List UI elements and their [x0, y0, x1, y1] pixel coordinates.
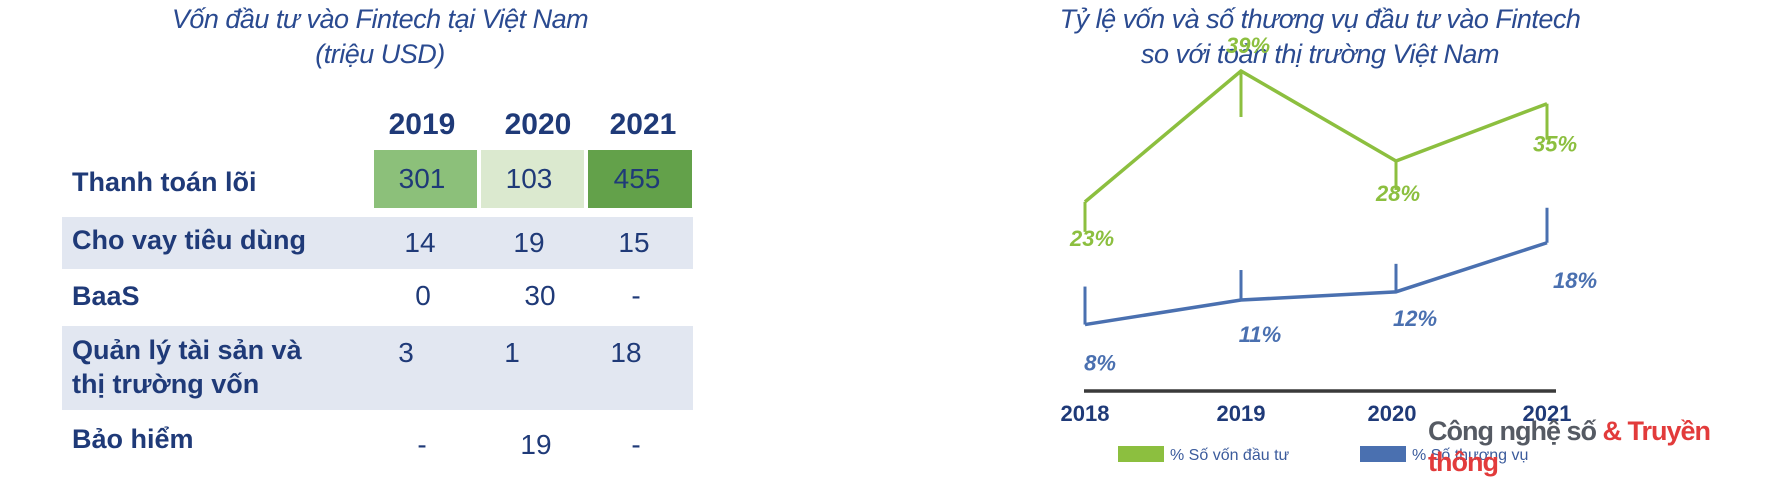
- row-band-consumer-lending: [62, 217, 693, 269]
- cell-lending-2019: 14: [404, 227, 436, 258]
- cell-wealth-2019: 3: [398, 337, 414, 368]
- legend-label-deals: % Số thương vụ: [1412, 447, 1529, 464]
- x-tick-label-2018: 2018: [1061, 401, 1110, 426]
- table-title-line2: (triệu USD): [315, 39, 445, 69]
- legend-swatch-capital: [1118, 446, 1164, 462]
- row-label-payments: Thanh toán lõi: [72, 167, 257, 197]
- cell-wealth-2021: 18: [610, 337, 642, 368]
- chart-title: Tỷ lệ vốn và số thương vụ đầu tư vào Fin…: [1030, 2, 1610, 72]
- series-1-label-0: 8%: [1084, 351, 1116, 376]
- legend-label-capital: % Số vốn đầu tư: [1170, 447, 1290, 464]
- cell-insurance-2019: -: [417, 429, 427, 460]
- series-0-label-3: 35%: [1533, 132, 1577, 157]
- cell-insurance-2020: 19: [520, 429, 552, 460]
- cell-wealth-2020: 1: [504, 337, 520, 368]
- chart-title-line2: so với toàn thị trường Việt Nam: [1141, 39, 1499, 69]
- year-header-2019: 2019: [388, 108, 456, 141]
- watermark-logo: Công nghệ số & Truyền thông: [1428, 416, 1772, 478]
- highlight-cell-2020: [481, 150, 584, 208]
- series-0-label-0: 23%: [1069, 226, 1114, 251]
- cell-baas-2019: 0: [415, 280, 431, 311]
- series-1-label-1: 11%: [1239, 322, 1281, 347]
- row-label-baas: BaaS: [72, 281, 140, 311]
- cell-insurance-2021: -: [631, 429, 641, 460]
- year-header-2021: 2021: [609, 108, 677, 141]
- row-label-wealth-line2: thị trường vốn: [72, 369, 260, 399]
- table-title-line1: Vốn đầu tư vào Fintech tại Việt Nam: [171, 4, 589, 34]
- series-0-line: [1083, 68, 1548, 204]
- cell-lending-2020: 19: [513, 227, 545, 258]
- table-title: Vốn đầu tư vào Fintech tại Việt Nam (tri…: [120, 2, 640, 72]
- cell-payments-2020: 103: [505, 163, 553, 194]
- row-band-wealth: [62, 326, 693, 410]
- row-label-insurance: Bảo hiểm: [72, 424, 194, 454]
- year-header-2020: 2020: [504, 108, 572, 141]
- x-tick-label-2021: 2021: [1523, 401, 1572, 426]
- series-1-line: [1084, 241, 1548, 327]
- highlight-cell-2019: [374, 150, 477, 208]
- legend-item-deals: % Số thương vụ: [1360, 446, 1528, 465]
- watermark-ampersand: &: [1595, 416, 1628, 446]
- cell-baas-2021: -: [631, 280, 641, 311]
- row-label-consumer-lending: Cho vay tiêu dùng: [72, 225, 307, 255]
- watermark-text-2: Truyền thông: [1428, 416, 1711, 477]
- watermark-text-1: Công nghệ số: [1428, 416, 1597, 446]
- legend-swatch-deals: [1360, 446, 1406, 462]
- legend-item-capital: % Số vốn đầu tư: [1118, 446, 1289, 465]
- cell-lending-2021: 15: [618, 227, 650, 258]
- series-0-label-2: 28%: [1375, 181, 1420, 206]
- x-tick-label-2020: 2020: [1368, 401, 1417, 426]
- highlight-cell-2021: [588, 150, 692, 208]
- row-label-wealth-line1: Quản lý tài sản và: [72, 335, 302, 365]
- series-1-label-2: 12%: [1393, 306, 1437, 331]
- chart-title-line1: Tỷ lệ vốn và số thương vụ đầu tư vào Fin…: [1059, 4, 1581, 34]
- cell-payments-2021: 455: [613, 163, 661, 194]
- x-tick-label-2019: 2019: [1217, 401, 1266, 426]
- series-0-label-1: 39%: [1226, 33, 1270, 58]
- cell-payments-2019: 301: [398, 163, 446, 194]
- series-1-label-3: 18%: [1553, 268, 1597, 293]
- cell-baas-2020: 30: [524, 280, 556, 311]
